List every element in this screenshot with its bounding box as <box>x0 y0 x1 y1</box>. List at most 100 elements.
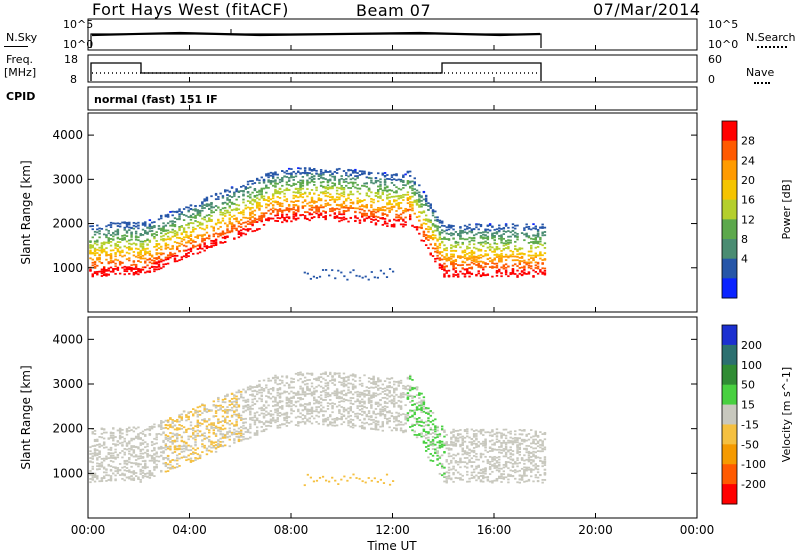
data-cell <box>173 232 177 235</box>
data-cell <box>201 235 204 238</box>
data-cell <box>493 232 496 235</box>
data-cell <box>91 452 94 455</box>
data-cell <box>479 254 483 256</box>
data-cell <box>335 207 339 210</box>
data-cell <box>132 260 136 263</box>
data-cell <box>317 199 321 202</box>
data-cell <box>210 242 213 245</box>
data-cell <box>445 238 448 241</box>
data-cell <box>265 174 268 177</box>
data-cell <box>153 458 156 461</box>
data-cell <box>249 201 252 204</box>
data-cell <box>294 405 298 408</box>
data-cell <box>445 258 448 260</box>
data-cell <box>196 248 200 250</box>
data-cell <box>393 225 396 228</box>
data-cell <box>374 195 378 197</box>
data-cell <box>164 243 168 246</box>
data-cell <box>306 181 309 183</box>
data-cell <box>308 403 311 406</box>
data-cell <box>112 231 115 234</box>
data-cell <box>358 222 362 224</box>
data-cell <box>109 249 113 252</box>
data-cell <box>141 222 145 225</box>
data-cell <box>450 253 453 256</box>
data-cell <box>326 386 330 389</box>
data-cell <box>536 240 540 243</box>
data-cell <box>331 269 334 272</box>
data-cell <box>176 236 179 239</box>
data-cell <box>308 181 311 184</box>
data-cell <box>182 431 186 434</box>
data-cell <box>477 272 480 275</box>
data-cell <box>244 204 247 207</box>
data-cell <box>164 263 168 266</box>
data-cell <box>301 206 305 208</box>
data-cell <box>429 221 432 224</box>
data-cell <box>459 264 462 267</box>
data-cell <box>169 254 172 257</box>
data-cell <box>196 237 200 239</box>
data-cell <box>164 446 168 448</box>
data-cell <box>251 398 254 401</box>
data-cell <box>402 174 405 177</box>
data-cell <box>146 455 149 458</box>
data-cell <box>114 255 117 258</box>
data-cell <box>98 451 101 454</box>
data-cell <box>89 247 92 249</box>
data-cell <box>324 399 327 401</box>
data-cell <box>523 266 526 269</box>
data-cell <box>242 232 245 235</box>
data-cell <box>171 247 174 250</box>
data-cell <box>169 211 172 213</box>
data-cell <box>408 197 412 200</box>
data-cell <box>141 452 145 455</box>
data-cell <box>105 269 108 272</box>
data-cell <box>105 247 108 250</box>
data-cell <box>98 246 101 249</box>
data-cell <box>210 218 213 221</box>
data-cell <box>532 275 535 278</box>
data-cell <box>358 275 361 278</box>
data-cell <box>468 227 471 229</box>
data-cell <box>253 416 257 419</box>
data-cell <box>495 264 499 267</box>
data-cell <box>331 418 334 421</box>
data-cell <box>356 412 359 415</box>
data-cell <box>422 203 426 206</box>
data-cell <box>315 399 318 402</box>
site-title: Fort Hays West (fitACF) <box>92 0 289 19</box>
data-cell <box>265 406 268 409</box>
data-cell <box>114 470 117 473</box>
data-cell <box>358 379 362 382</box>
data-cell <box>395 191 398 194</box>
data-cell <box>123 447 126 450</box>
data-cell <box>91 473 94 476</box>
data-cell <box>134 427 138 430</box>
data-cell <box>141 249 145 251</box>
data-cell <box>361 200 364 203</box>
data-cell <box>315 169 318 172</box>
data-cell <box>201 209 204 212</box>
data-cell <box>102 459 106 462</box>
data-cell <box>180 445 184 448</box>
data-cell <box>472 258 476 261</box>
data-cell <box>137 252 140 255</box>
data-cell <box>326 171 330 173</box>
data-cell <box>415 189 419 192</box>
data-cell <box>475 226 478 229</box>
data-cell <box>233 214 236 217</box>
data-cell <box>239 185 243 188</box>
data-cell <box>356 175 359 177</box>
data-cell <box>109 479 113 482</box>
data-cell <box>192 451 195 454</box>
data-cell <box>511 259 515 262</box>
data-cell <box>166 238 170 241</box>
data-cell <box>171 459 174 461</box>
data-cell <box>365 214 369 217</box>
data-cell <box>418 215 421 218</box>
data-cell <box>315 208 318 211</box>
data-cell <box>310 385 314 388</box>
data-cell <box>137 477 140 480</box>
data-cell <box>116 222 120 225</box>
